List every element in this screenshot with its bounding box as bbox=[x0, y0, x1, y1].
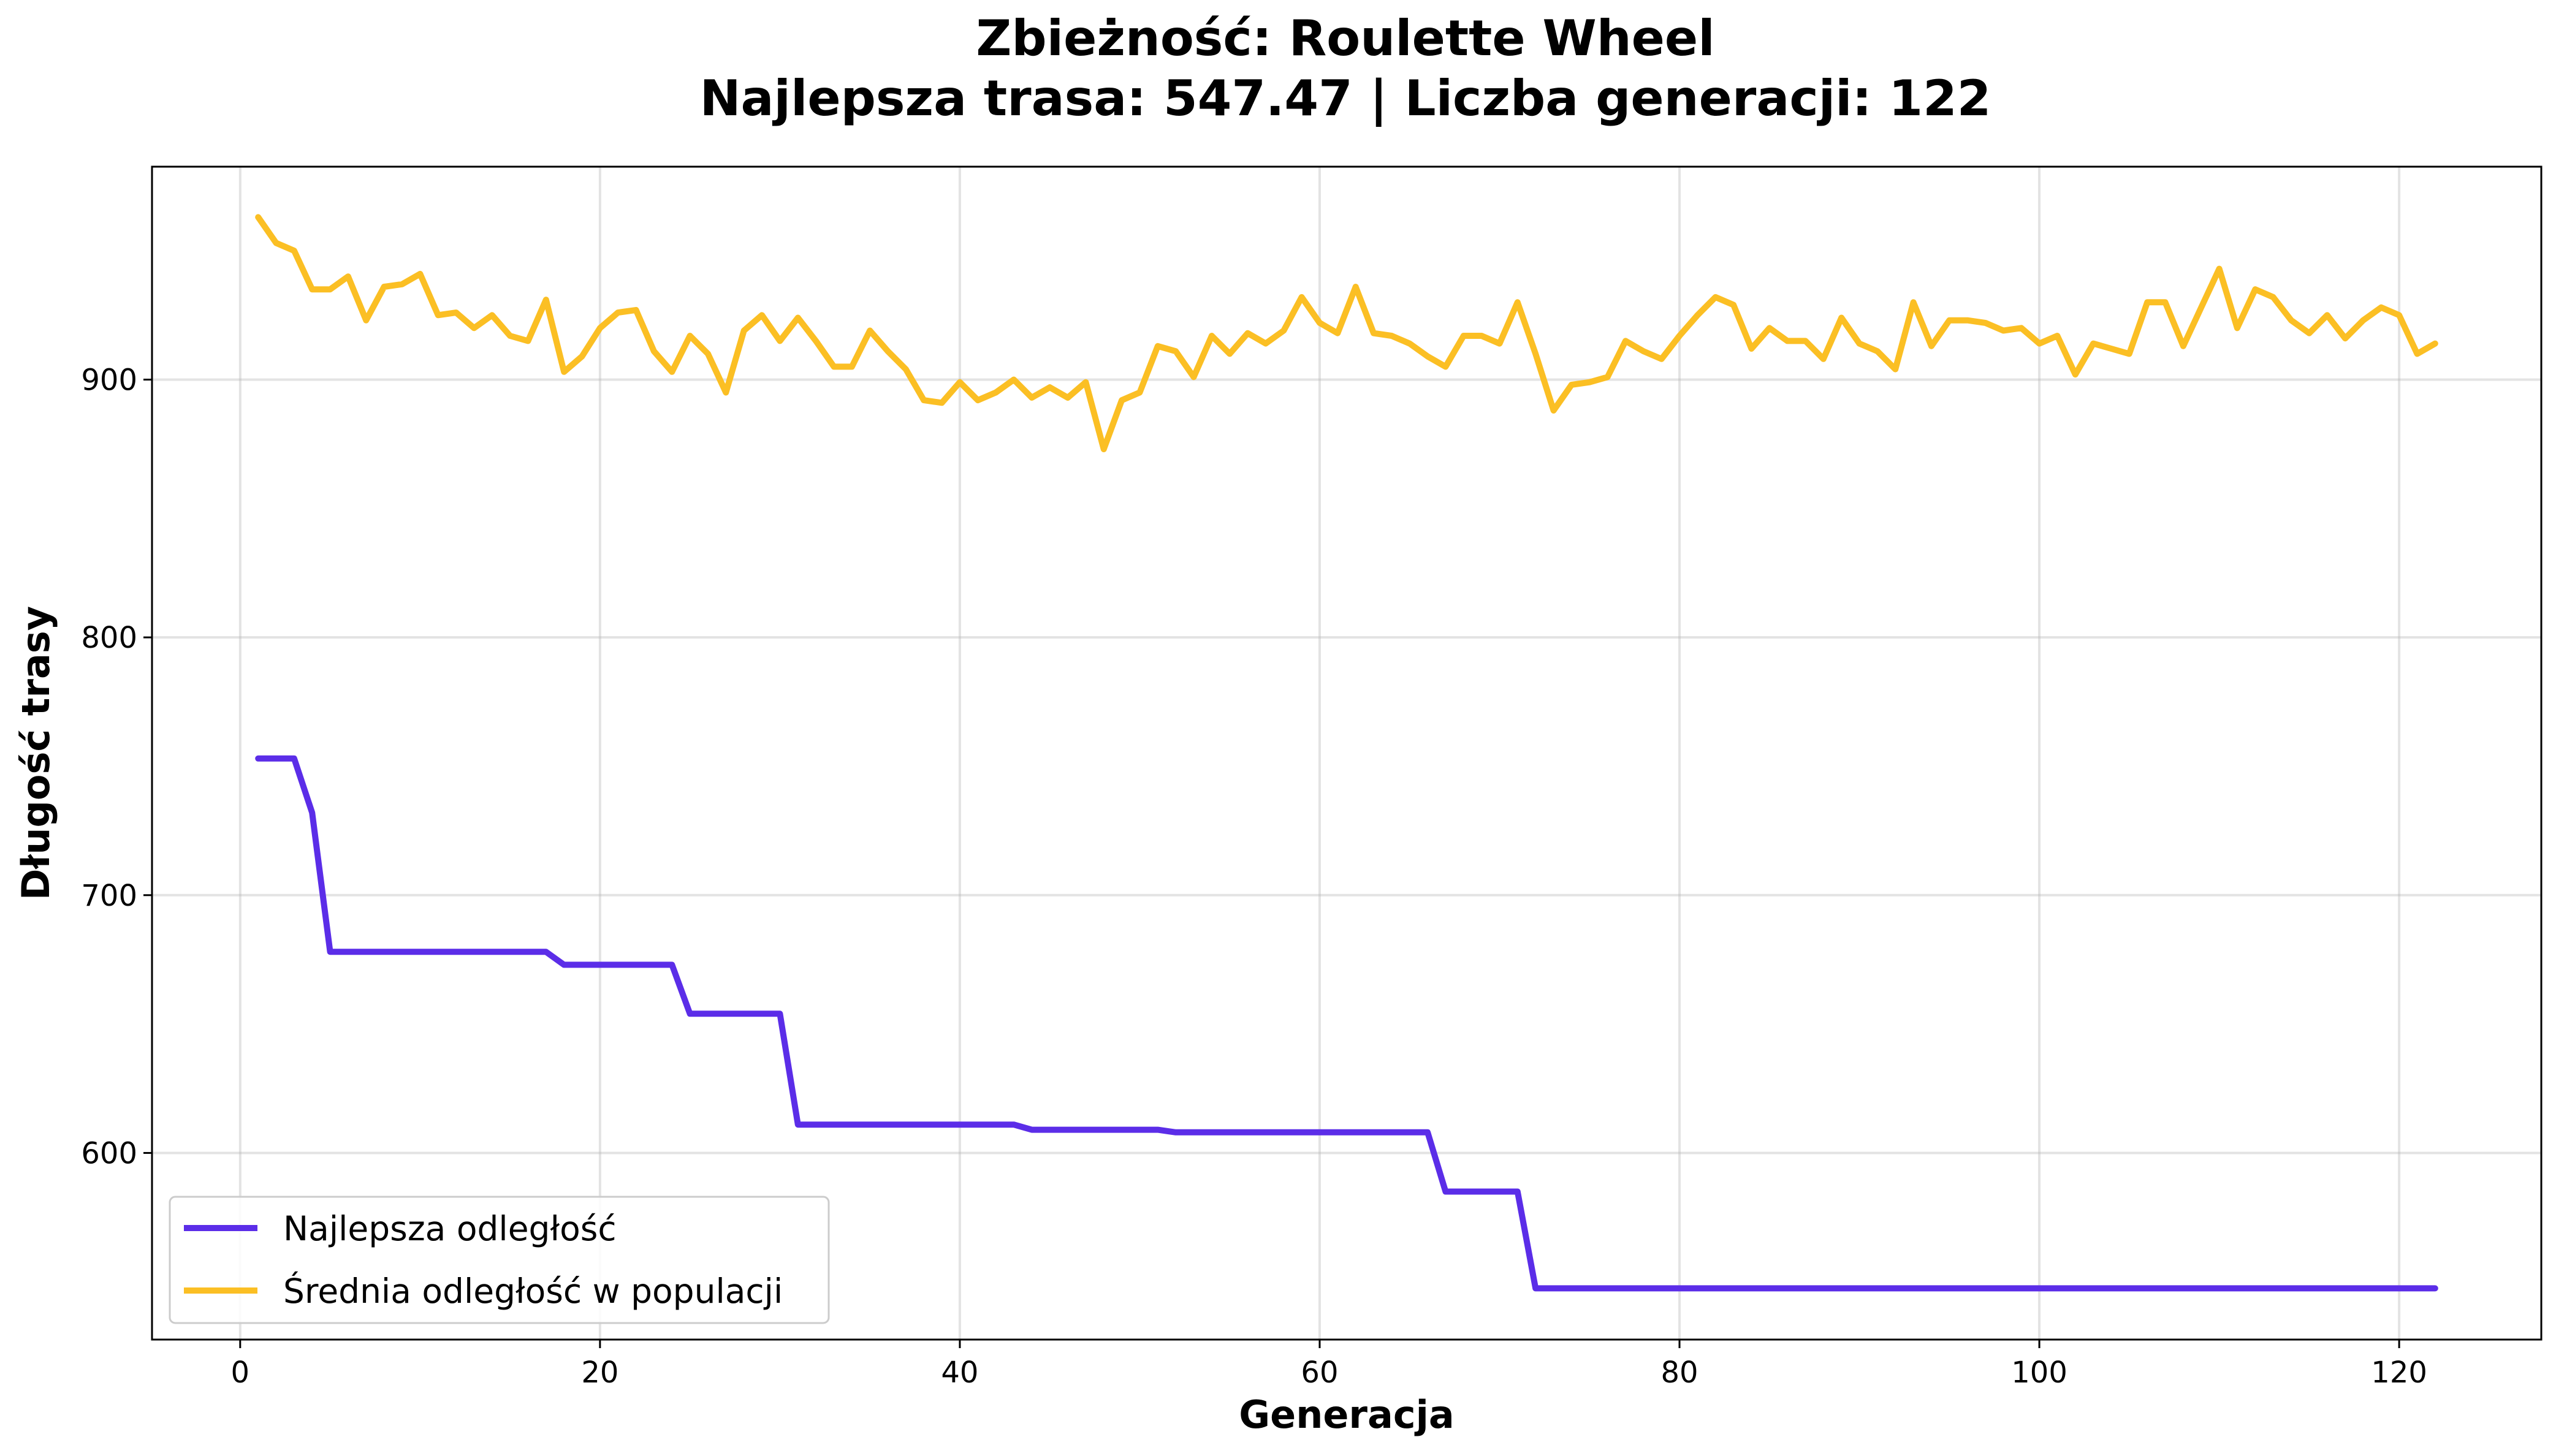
x-tick-label: 0 bbox=[231, 1356, 250, 1390]
legend-label-najlepsza: Najlepsza odległość bbox=[283, 1209, 617, 1248]
series-line-najlepsza bbox=[255, 755, 2438, 1292]
chart-title-line1: Zbieżność: Roulette Wheel bbox=[976, 10, 1714, 67]
series-lines bbox=[255, 214, 2438, 1292]
plot-frame bbox=[151, 165, 2543, 1341]
legend: Najlepsza odległość Średnia odległość w … bbox=[169, 1196, 830, 1324]
x-tick-label: 20 bbox=[581, 1356, 618, 1390]
y-axis-label: Długość trasy bbox=[13, 606, 58, 900]
y-tick-label: 600 bbox=[81, 1136, 137, 1170]
legend-label-srednia: Średnia odległość w populacji bbox=[283, 1272, 783, 1311]
ticks: 0 20 40 60 80 100 120 600 700 800 900 bbox=[81, 363, 2427, 1390]
legend-box bbox=[169, 1196, 830, 1324]
grid bbox=[152, 167, 2541, 1340]
x-tick-label: 100 bbox=[2011, 1356, 2067, 1390]
chart-title-line2: Najlepsza trasa: 547.47 | Liczba generac… bbox=[700, 70, 1991, 127]
x-axis-label: Generacja bbox=[1239, 1392, 1454, 1437]
y-tick-label: 800 bbox=[81, 621, 137, 655]
x-tick-label: 40 bbox=[941, 1356, 978, 1390]
x-tick-label: 60 bbox=[1301, 1356, 1338, 1390]
y-tick-label: 700 bbox=[81, 879, 137, 913]
series-line-srednia bbox=[255, 214, 2438, 452]
x-tick-label: 120 bbox=[2371, 1356, 2427, 1390]
x-tick-label: 80 bbox=[1660, 1356, 1698, 1390]
y-tick-label: 900 bbox=[81, 363, 137, 397]
